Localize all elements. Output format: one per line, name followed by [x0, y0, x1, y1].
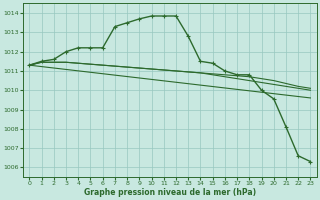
- X-axis label: Graphe pression niveau de la mer (hPa): Graphe pression niveau de la mer (hPa): [84, 188, 256, 197]
